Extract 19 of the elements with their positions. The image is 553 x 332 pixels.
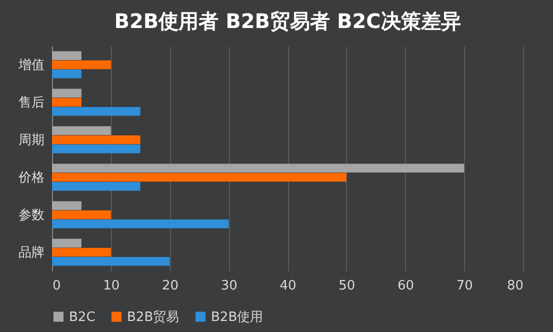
x-tick-label: 40: [280, 278, 296, 294]
legend-label: B2B使用: [211, 310, 264, 325]
x-tick-label: 20: [162, 278, 179, 294]
x-tick-label: 0: [52, 278, 61, 294]
x-tick-label: 70: [456, 278, 473, 294]
y-tick-label: 参数: [18, 208, 44, 223]
x-tick-label: 30: [220, 278, 238, 294]
x-tick-label: 60: [397, 278, 414, 294]
x-tick-label: 80: [506, 278, 524, 294]
y-tick-label: 周期: [18, 132, 44, 148]
legend-label: B2C: [69, 310, 96, 325]
x-tick-label: 50: [338, 278, 356, 294]
y-tick-label: 价格: [18, 170, 44, 186]
chart-title: B2B使用者 B2B贸易者 B2C决策差异: [114, 9, 461, 33]
y-tick-label: 增值: [18, 58, 44, 73]
legend-label: B2B贸易: [127, 310, 180, 325]
x-tick-label: 10: [103, 278, 120, 294]
y-tick-label: 品牌: [18, 245, 44, 260]
y-tick-label: 售后: [18, 95, 44, 110]
